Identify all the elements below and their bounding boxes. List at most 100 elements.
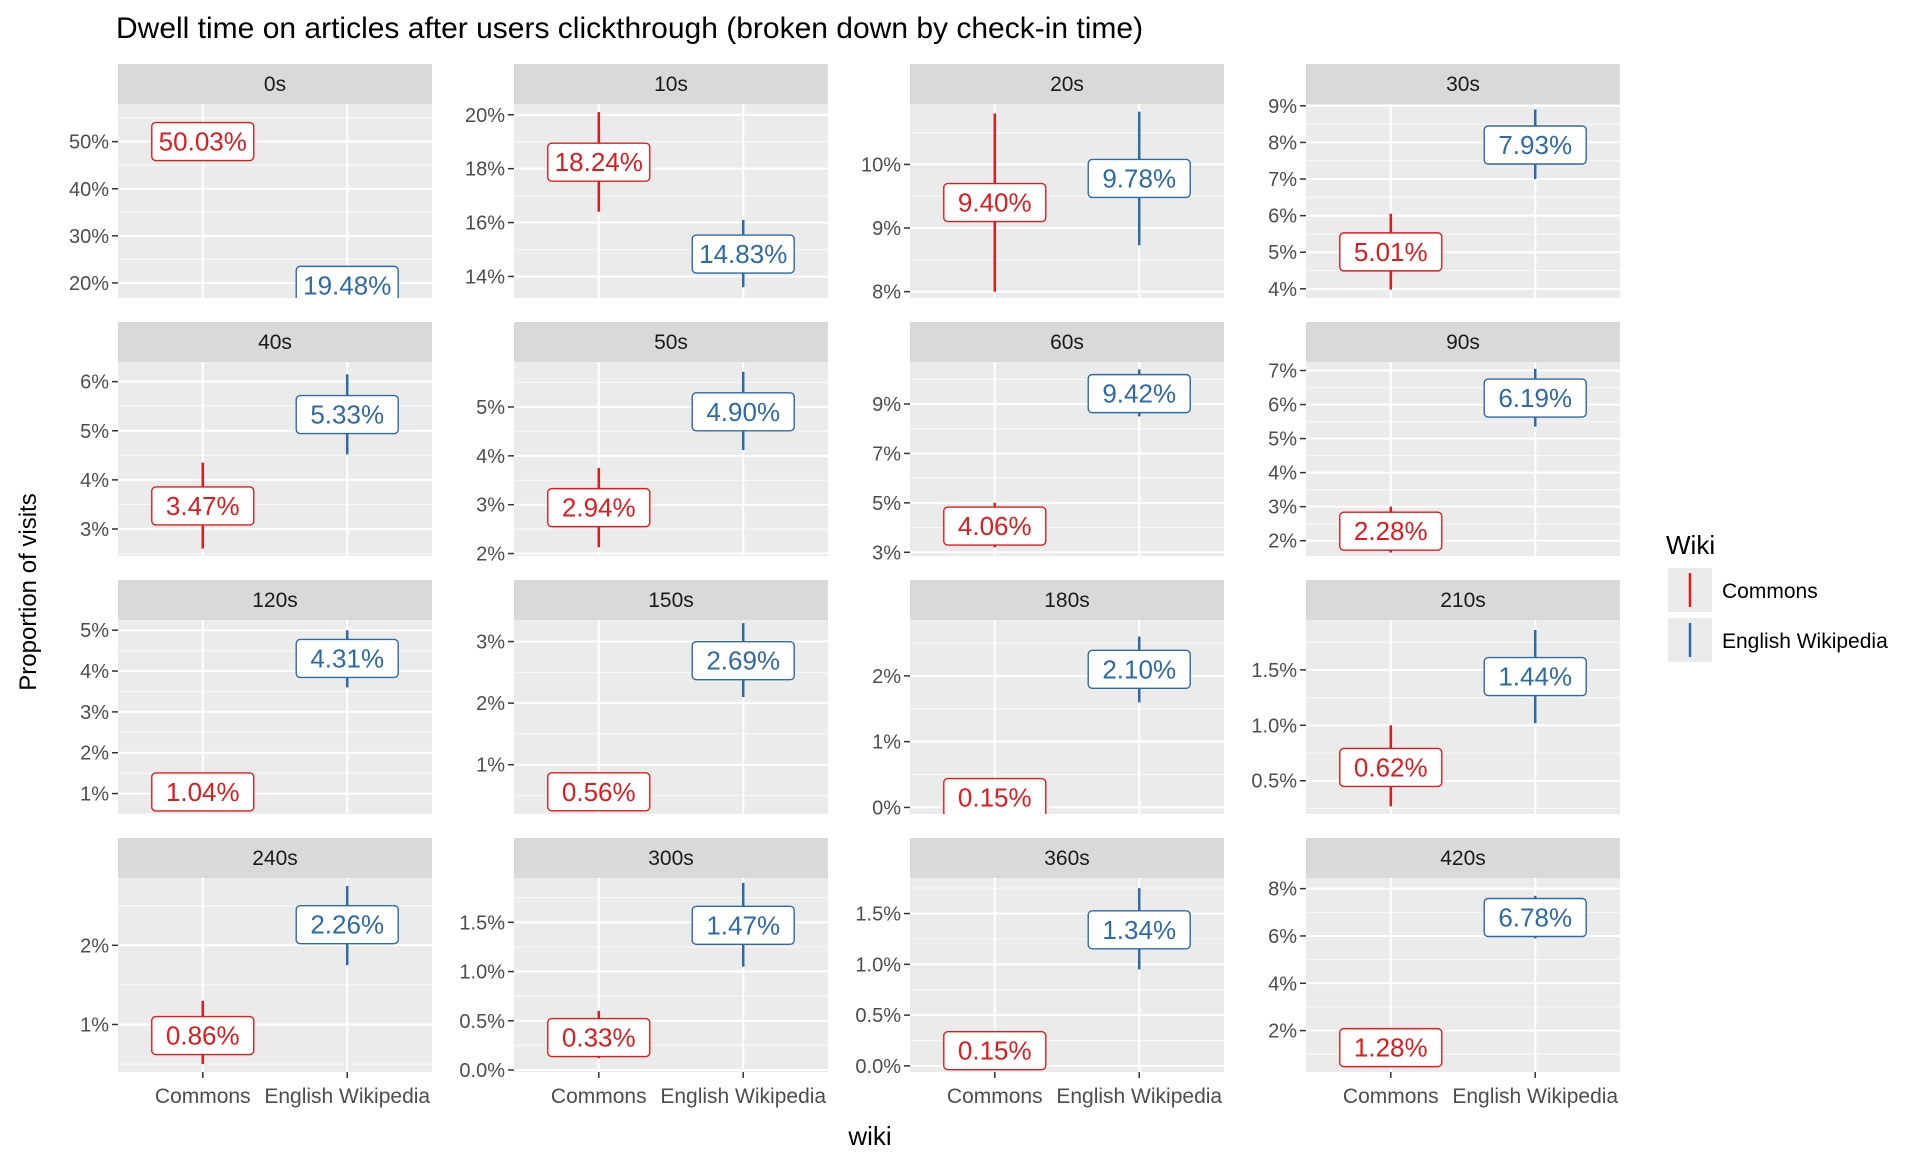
data-layer: 0.62% 1.44%: [1339, 629, 1587, 807]
y-tick-label: 6%: [1268, 206, 1297, 228]
x-axis-title: wiki: [847, 1121, 891, 1151]
value-label-box: [295, 905, 399, 945]
y-tick-label: 7%: [1268, 361, 1297, 383]
y-tick-label: 2%: [476, 693, 505, 715]
data-layer: 0.15% 2.10%: [943, 636, 1191, 814]
value-label: 1.04%: [166, 777, 240, 807]
legend-label: English Wikipedia: [1722, 630, 1888, 653]
value-label: 14.83%: [699, 239, 787, 269]
value-label-box: [943, 182, 1047, 223]
value-label: 0.56%: [562, 777, 636, 807]
value-label-box: [691, 905, 795, 945]
value-label-box: [1087, 649, 1191, 690]
value-label-box: [295, 638, 399, 679]
y-tick-label: 18%: [465, 159, 505, 181]
x-tick-label: Commons: [1343, 1085, 1439, 1108]
value-label: 2.26%: [310, 910, 384, 940]
value-label-box: [151, 772, 255, 812]
value-label-box: [943, 506, 1047, 546]
value-label-box: [943, 1030, 1047, 1071]
data-layer: 0.15% 1.34%: [943, 888, 1191, 1071]
y-tick-label: 1%: [80, 1014, 109, 1036]
y-tick-label: 5%: [1268, 242, 1297, 264]
data-layer: 50.03% 19.48%: [151, 121, 399, 298]
facet-strip: [910, 322, 1224, 362]
facet-strip-label: 50s: [654, 331, 688, 354]
value-label-box: [1339, 1027, 1443, 1068]
facet-strip: [1306, 838, 1620, 878]
facet-strip-label: 300s: [648, 847, 694, 870]
y-tick-label: 0.5%: [459, 1011, 505, 1033]
data-layer: 1.28% 6.78%: [1339, 895, 1587, 1068]
y-tick-label: 0.0%: [459, 1060, 505, 1082]
y-tick-label: 7%: [1268, 169, 1297, 191]
value-label: 0.86%: [166, 1021, 240, 1051]
y-tick-label: 3%: [476, 495, 505, 517]
data-layer: 0.33% 1.47%: [547, 882, 795, 1059]
facet-strip: [118, 580, 432, 620]
value-label: 0.62%: [1354, 752, 1428, 782]
y-tick-label: 2%: [872, 666, 901, 688]
facet-strip-label: 210s: [1440, 589, 1486, 612]
y-tick-label: 10%: [861, 154, 901, 176]
y-tick-label: 16%: [465, 213, 505, 235]
value-label: 0.15%: [958, 783, 1032, 813]
y-tick-label: 3%: [80, 519, 109, 541]
y-tick-label: 30%: [69, 226, 109, 248]
value-label: 2.94%: [562, 493, 636, 523]
value-label: 2.28%: [1354, 516, 1428, 546]
data-layer: 3.47% 5.33%: [151, 374, 399, 549]
value-label-box: [943, 777, 1047, 814]
y-tick-label: 0.5%: [855, 1005, 901, 1027]
value-label: 1.28%: [1354, 1033, 1428, 1063]
y-tick-label: 6%: [80, 372, 109, 394]
facet-panel: 120s 1% 2% 3% 4% 5% 1.04% 4.31%: [80, 580, 432, 815]
data-layer: 2.94% 4.90%: [547, 371, 795, 548]
y-tick-label: 5%: [80, 620, 109, 642]
x-tick-label: English Wikipedia: [1056, 1085, 1222, 1108]
data-layer: 18.24% 14.83%: [547, 112, 795, 288]
y-tick-label: 3%: [80, 702, 109, 724]
facet-panel: 240s 1% 2% 0.86% 2.26% Commons English Wikiped…: [80, 838, 432, 1108]
value-label-box: [547, 772, 651, 812]
value-label-box: [1339, 747, 1443, 788]
facet-panel: 180s 0% 1% 2% 0.15% 2.10%: [872, 580, 1224, 819]
value-label-box: [1483, 656, 1587, 697]
y-tick-label: 4%: [1268, 973, 1297, 995]
value-label: 2.10%: [1102, 654, 1176, 684]
value-label-box: [1483, 378, 1587, 418]
facet-panels: 0s 20% 30% 40% 50% 50.03% 19.48% 10s 14% 16% 18% 20…: [69, 64, 1620, 1108]
facet-strip: [910, 580, 1224, 620]
y-axis-title: Proportion of visits: [15, 493, 42, 690]
value-label: 6.78%: [1498, 903, 1572, 933]
y-tick-label: 4%: [80, 661, 109, 683]
facet-strip: [118, 322, 432, 362]
facet-strip-label: 180s: [1044, 589, 1090, 612]
facet-strip: [910, 838, 1224, 878]
value-label-box: [1339, 232, 1443, 272]
y-tick-label: 9%: [872, 218, 901, 240]
y-tick-label: 3%: [1268, 497, 1297, 519]
data-layer: 5.01% 7.93%: [1339, 109, 1587, 290]
y-tick-label: 1.5%: [1251, 660, 1297, 682]
value-label: 9.78%: [1102, 163, 1176, 193]
facet-strip: [1306, 322, 1620, 362]
y-tick-label: 4%: [1268, 279, 1297, 301]
facet-panel: 360s 0.0% 0.5% 1.0% 1.5% 0.15% 1.34% Commons Eng…: [855, 838, 1224, 1108]
data-layer: 4.06% 9.42%: [943, 369, 1191, 548]
value-label-box: [295, 265, 399, 298]
value-label-box: [1483, 897, 1587, 938]
y-tick-label: 20%: [465, 105, 505, 127]
y-tick-label: 2%: [1268, 531, 1297, 553]
data-layer: 9.40% 9.78%: [943, 111, 1191, 292]
y-tick-label: 4%: [476, 446, 505, 468]
facet-strip-label: 90s: [1446, 331, 1480, 354]
value-label: 1.44%: [1498, 662, 1572, 692]
facet-strip: [514, 580, 828, 620]
value-label-box: [547, 1017, 651, 1058]
value-label: 6.19%: [1498, 383, 1572, 413]
y-tick-label: 3%: [872, 542, 901, 564]
legend: Wiki Commons English Wikipedia: [1666, 530, 1888, 662]
y-tick-label: 2%: [80, 935, 109, 957]
